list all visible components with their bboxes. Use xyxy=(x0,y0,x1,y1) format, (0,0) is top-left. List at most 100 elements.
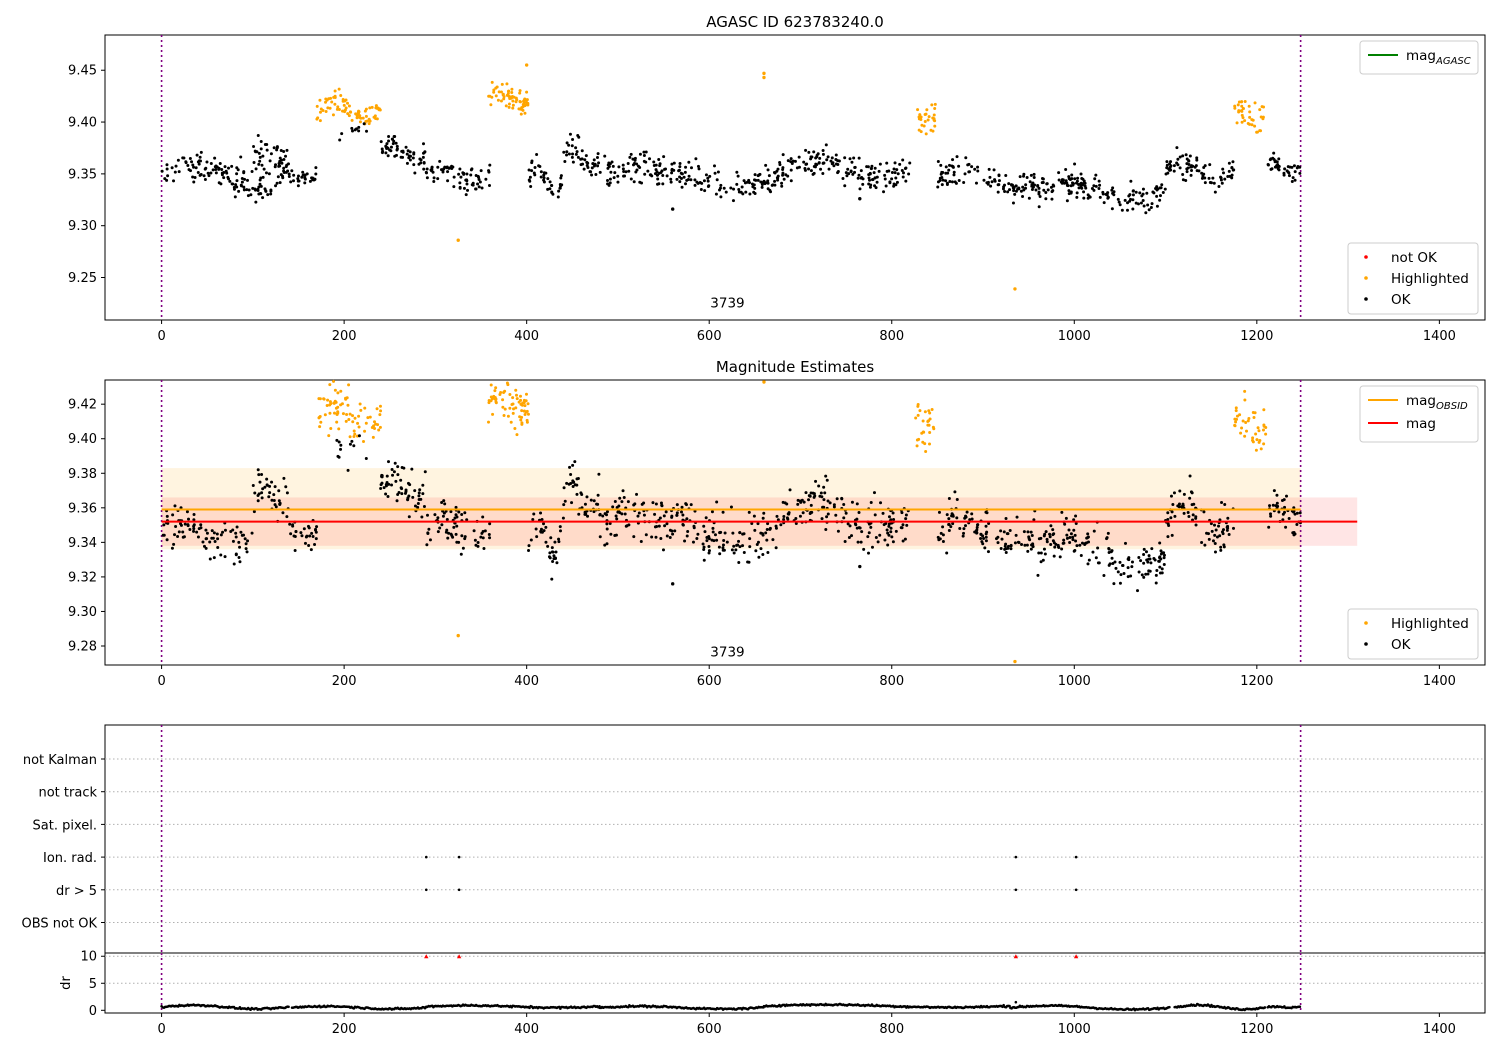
data-point-ok xyxy=(663,524,667,528)
data-point-ok xyxy=(584,154,588,158)
x-tick-label: 1200 xyxy=(1240,674,1273,689)
data-point-ok xyxy=(479,535,483,539)
data-point-ok xyxy=(1045,540,1049,544)
data-point-ok xyxy=(252,161,256,165)
dr-point xyxy=(1263,1006,1267,1009)
data-point-ok xyxy=(1052,184,1056,188)
data-point-highlighted xyxy=(367,122,371,126)
data-point-ok xyxy=(1014,533,1018,537)
data-point-ok xyxy=(392,135,396,139)
data-point-ok xyxy=(465,518,469,522)
data-point-ok xyxy=(1013,541,1017,545)
data-point-ok xyxy=(1160,567,1164,571)
data-point-ok xyxy=(962,527,966,531)
data-point-ok xyxy=(1003,544,1007,548)
data-point-ok xyxy=(558,183,562,187)
data-point-ok xyxy=(675,177,679,181)
data-point-ok xyxy=(395,499,399,503)
data-point-ok xyxy=(860,530,864,534)
data-point-highlighted xyxy=(500,82,504,86)
data-point-ok xyxy=(265,148,269,152)
data-point-ok xyxy=(721,546,725,550)
data-point-ok xyxy=(671,532,675,536)
data-point-ok xyxy=(445,518,449,522)
data-point-ok xyxy=(843,184,847,188)
y-tick-label: 9.36 xyxy=(68,501,97,516)
data-point-ok xyxy=(901,523,905,527)
data-point-ok xyxy=(487,184,491,188)
data-point-ok xyxy=(571,485,575,489)
data-point-ok xyxy=(731,199,735,203)
data-point-ok xyxy=(260,163,264,167)
y-tick-label: 9.45 xyxy=(68,64,97,79)
data-point-ok xyxy=(760,182,764,186)
x-tick-label: 1200 xyxy=(1240,1022,1273,1037)
data-point-ok xyxy=(712,539,716,543)
data-point-ok xyxy=(472,529,476,533)
data-point-ok xyxy=(1107,547,1111,551)
data-point-ok xyxy=(999,547,1003,551)
data-point-ok xyxy=(258,155,262,159)
data-point-ok xyxy=(824,474,828,478)
data-point-ok xyxy=(463,535,467,539)
data-point-ok xyxy=(461,171,465,175)
data-point-ok xyxy=(1169,164,1173,168)
data-point-ok xyxy=(684,502,688,506)
data-point-ok xyxy=(1223,503,1227,507)
data-point-ok xyxy=(718,531,722,535)
data-point-ok xyxy=(420,515,424,519)
data-point-highlighted xyxy=(932,113,936,117)
data-point-highlighted xyxy=(368,415,372,419)
data-point-ok xyxy=(256,134,260,138)
data-point-highlighted xyxy=(331,113,335,117)
data-point-ok xyxy=(384,151,388,155)
data-point-ok xyxy=(836,163,840,167)
data-point-ok xyxy=(784,173,788,177)
data-point-ok xyxy=(1271,503,1275,507)
data-point-ok xyxy=(253,491,257,495)
data-point-ok xyxy=(814,479,818,483)
data-point-ok xyxy=(1083,542,1087,546)
data-point-ok xyxy=(1171,503,1175,507)
data-point-ok xyxy=(941,540,945,544)
data-point-ok xyxy=(396,465,400,469)
data-point-ok xyxy=(197,162,201,166)
data-point-ok xyxy=(743,181,747,185)
data-point-ok xyxy=(1142,547,1146,551)
data-point-ok xyxy=(832,505,836,509)
y-tick-label: 9.40 xyxy=(68,432,97,447)
data-point-ok xyxy=(1162,556,1166,560)
data-point-ok xyxy=(1142,552,1146,556)
data-point-ok xyxy=(258,159,262,163)
data-point-ok xyxy=(559,174,563,178)
data-point-ok xyxy=(732,551,736,555)
data-point-ok xyxy=(1051,528,1055,532)
data-point-ok xyxy=(340,132,344,136)
data-point-ok xyxy=(567,143,571,147)
data-point-ok xyxy=(952,170,956,174)
data-point-ok xyxy=(1291,176,1295,180)
data-point-ok xyxy=(886,543,890,547)
data-point-ok xyxy=(480,186,484,190)
data-point-highlighted xyxy=(492,90,496,94)
data-point-highlighted xyxy=(1235,121,1239,125)
data-point-ok xyxy=(990,180,994,184)
data-point-ok xyxy=(570,155,574,159)
data-point-ok xyxy=(670,171,674,175)
data-point-ok xyxy=(1128,199,1132,203)
data-point-highlighted xyxy=(762,71,766,76)
data-point-highlighted xyxy=(1244,421,1248,425)
data-point-ok xyxy=(565,481,569,485)
data-point-ok xyxy=(551,192,555,196)
data-point-ok xyxy=(1106,195,1110,199)
data-point-ok xyxy=(1075,179,1079,183)
data-point-ok xyxy=(303,541,307,545)
data-point-highlighted xyxy=(333,102,337,106)
data-point-ok xyxy=(592,510,596,514)
data-point-ok xyxy=(1155,194,1159,198)
data-point-ok xyxy=(826,499,830,503)
data-point-ok xyxy=(275,181,279,185)
data-point-ok xyxy=(1039,560,1043,564)
data-point-ok xyxy=(773,179,777,183)
data-point-ok xyxy=(224,169,228,173)
